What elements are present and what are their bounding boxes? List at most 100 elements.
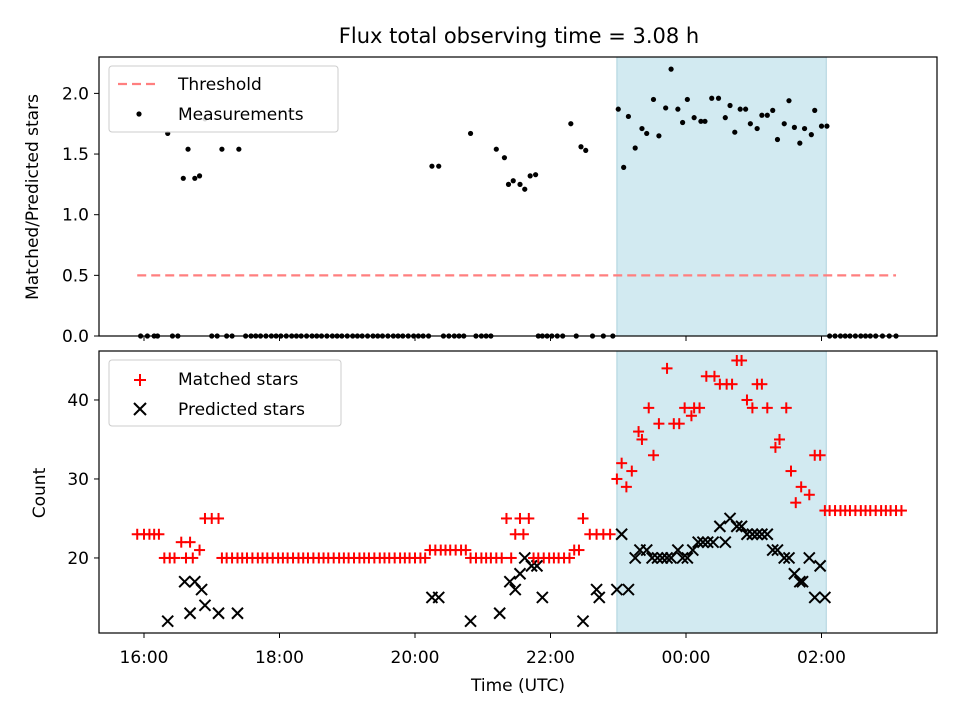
predicted-star-marker: [610, 583, 624, 596]
bottom-x-tick-label: 02:00: [797, 648, 846, 668]
measurement-point: [527, 173, 533, 179]
matched-star-marker: [795, 481, 807, 493]
predicted-marker-stroke: [161, 614, 174, 628]
predicted-marker-stroke: [740, 528, 754, 541]
bottom-y-tick-label: 20: [67, 549, 89, 569]
predicted-star-marker: [432, 591, 445, 604]
top-y-tick-label: 2.0: [62, 84, 89, 104]
predicted-marker-stroke: [723, 512, 737, 525]
predicted-marker-stroke: [464, 614, 477, 628]
predicted-marker-stroke: [755, 528, 769, 541]
predicted-marker-stroke: [525, 559, 538, 573]
matched-star-marker: [708, 370, 720, 382]
predicted-marker-stroke: [645, 551, 659, 565]
bottom-y-tick-label: 40: [67, 391, 89, 411]
measurement-point: [801, 125, 808, 132]
matched-star-marker: [184, 536, 196, 548]
predicted-star-marker: [513, 567, 527, 580]
predicted-marker-stroke: [796, 575, 809, 588]
predicted-star-marker: [628, 551, 642, 565]
matched-star-marker: [647, 449, 659, 461]
measurement-point: [743, 106, 749, 112]
measurement-point: [812, 107, 818, 113]
measurement-point: [644, 130, 650, 137]
chart-title: Flux total observing time = 3.08 h: [339, 24, 699, 48]
measurement-point: [675, 106, 681, 112]
measurement-point: [781, 121, 787, 127]
matched-star-marker: [679, 402, 691, 414]
predicted-marker-stroke: [183, 607, 197, 620]
predicted-marker-stroke: [493, 607, 506, 620]
measurement-point: [568, 121, 574, 127]
predicted-marker-stroke: [432, 591, 445, 604]
bottom-axes-frame: [98, 350, 938, 634]
matched-star-marker: [814, 449, 826, 461]
measurement-point: [436, 163, 442, 169]
measurement-point: [510, 178, 516, 184]
predicted-star-marker: [198, 599, 212, 612]
matched-star-marker: [213, 512, 225, 524]
predicted-marker-stroke: [178, 575, 191, 588]
matched-star-marker: [626, 465, 638, 477]
measurement-point: [656, 133, 662, 139]
bottom-y-axis: 20 30 40: [67, 391, 99, 569]
predicted-star-marker: [793, 575, 807, 588]
matched-star-marker: [563, 552, 575, 564]
matched-star-marker: [895, 505, 907, 517]
measurement-point: [709, 95, 715, 101]
measurement-point: [824, 123, 830, 129]
predicted-marker-stroke: [509, 583, 522, 596]
predicted-marker-stroke: [793, 575, 807, 588]
top-x-axis-ticks: [143, 336, 822, 341]
predicted-star-marker: [713, 520, 727, 533]
measurement-point: [621, 164, 627, 170]
predicted-star-marker: [746, 528, 759, 541]
top-legend: Threshold Measurements: [108, 65, 339, 133]
bottom-x-tick-label: 22:00: [526, 648, 575, 668]
measurement-point: [493, 146, 499, 152]
matched-star-marker: [653, 418, 665, 430]
measurement-point: [727, 102, 733, 109]
top-legend-box: [108, 65, 339, 133]
measurement-point: [797, 140, 803, 146]
bottom-panel: 20 30 40 16:00 18:00 20:00 22:00 00:00 02:00 Co…: [30, 350, 938, 696]
measurement-point: [715, 95, 722, 101]
predicted-star-marker: [796, 575, 809, 588]
matched-star-marker: [611, 473, 623, 485]
predicted-marker-stroke: [808, 591, 821, 604]
matched-star-marker: [685, 410, 697, 422]
predicted-marker-stroke: [530, 559, 544, 573]
matched-star-marker: [769, 441, 781, 453]
predicted-marker-stroke: [195, 583, 208, 596]
measurement-point: [764, 112, 770, 118]
predicted-star-marker: [686, 543, 699, 557]
predicted-marker-stroke: [813, 559, 827, 573]
predicted-star-marker: [195, 583, 208, 596]
matched-star-marker: [500, 512, 512, 524]
measurement-point: [639, 125, 645, 132]
predicted-star-marker: [231, 607, 244, 620]
top-y-tick-label: 1.5: [62, 145, 89, 165]
bottom-y-axis-label: Count: [30, 467, 50, 518]
top-y-axis-label: Matched/Predicted stars: [23, 94, 43, 300]
predicted-star-marker: [696, 535, 710, 549]
measurement-point: [467, 130, 474, 137]
predicted-marker-stroke: [576, 614, 590, 628]
predicted-star-marker: [761, 528, 774, 541]
measurement-point: [185, 146, 191, 152]
top-panel: 0.00.51.01.52.0 Matched/Predicted stars …: [23, 56, 938, 347]
matched-star-marker: [460, 544, 472, 556]
matched-star-marker: [517, 528, 529, 540]
predicted-star-marker: [671, 543, 685, 557]
bottom-legend: Matched stars Predicted stars: [108, 359, 342, 427]
predicted-marker-stroke: [696, 535, 710, 549]
predicted-star-marker: [676, 551, 689, 565]
measurement-point: [722, 115, 728, 121]
measurement-point: [754, 125, 760, 132]
predicted-star-marker: [730, 520, 744, 533]
bottom-x-tick-label: 20:00: [391, 648, 440, 668]
predicted-marker-stroke: [513, 567, 527, 580]
predicted-marker-stroke: [746, 528, 759, 541]
measurement-point: [786, 98, 792, 104]
